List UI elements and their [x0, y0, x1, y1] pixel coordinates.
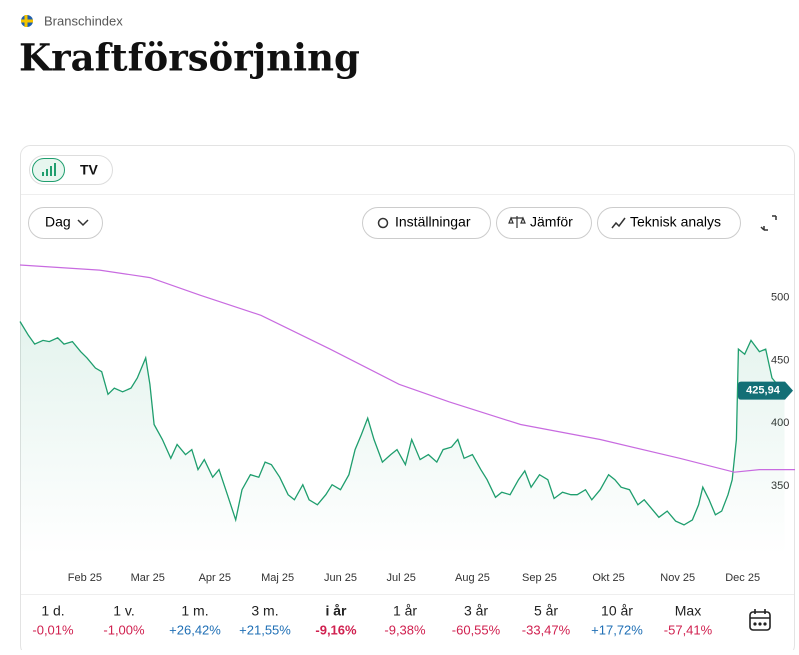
category: Branschindex — [44, 13, 123, 28]
period-label: 3 m. — [251, 603, 278, 619]
current-badge — [738, 381, 793, 400]
line-chart-button[interactable] — [32, 158, 65, 182]
tradingview-icon[interactable]: TV — [80, 162, 99, 178]
x-tick-label: Sep 25 — [522, 572, 557, 584]
y-tick-label: 450 — [771, 354, 789, 366]
period-label: 1 v. — [113, 603, 135, 619]
x-tick-label: Feb 25 — [68, 572, 102, 584]
compare-label: Jämför — [530, 214, 573, 230]
x-tick-label: Jul 25 — [387, 572, 416, 584]
interval-label: Dag — [45, 214, 71, 230]
period-change: -57,41% — [664, 622, 713, 637]
x-tick-label: Apr 25 — [199, 572, 231, 584]
page-title: Kraftförsörjning — [19, 36, 360, 80]
area-fill — [20, 321, 785, 555]
scale-icon — [508, 216, 526, 228]
y-tick-label: 500 — [771, 292, 789, 304]
period-change: -9,38% — [384, 622, 426, 637]
bars-icon — [42, 163, 56, 176]
period-change: -0,01% — [32, 622, 74, 637]
analysis-icon — [611, 217, 626, 229]
period-label: 5 år — [534, 603, 558, 619]
calendar-button[interactable] — [749, 609, 771, 631]
period-change: -60,55% — [452, 622, 501, 637]
settings-label: Inställningar — [395, 214, 471, 230]
fullscreen-button[interactable] — [760, 215, 777, 231]
period-change: -1,00% — [103, 622, 145, 637]
interval-button[interactable] — [28, 207, 103, 239]
chevron — [77, 219, 89, 227]
settings-button[interactable] — [362, 207, 491, 239]
period-label: Max — [675, 603, 701, 619]
current-value: 425,94 — [746, 385, 781, 397]
period-change: +21,55% — [239, 622, 291, 637]
period-label: 3 år — [464, 603, 488, 619]
period-label: 10 år — [601, 603, 633, 619]
period-change: -9,16% — [315, 622, 357, 637]
series-line — [19, 264, 795, 473]
period-change: +26,42% — [169, 622, 221, 637]
compare-button[interactable] — [496, 207, 592, 239]
period-change: +17,72% — [591, 622, 643, 637]
period-label: i år — [325, 603, 347, 619]
period-change: -33,47% — [522, 622, 571, 637]
x-tick-label: Aug 25 — [455, 572, 490, 584]
analysis-label: Teknisk analys — [630, 214, 721, 230]
x-tick-label: Okt 25 — [592, 572, 624, 584]
flag — [21, 15, 33, 27]
x-tick-label: Mar 25 — [131, 572, 165, 584]
series-line — [19, 321, 785, 526]
period-label: 1 år — [393, 603, 417, 619]
period-label: 1 m. — [181, 603, 208, 619]
analysis-button[interactable] — [597, 207, 741, 239]
period-label: 1 d. — [41, 603, 64, 619]
x-tick-label: Maj 25 — [261, 572, 294, 584]
x-tick-label: Jun 25 — [324, 572, 357, 584]
gear-icon — [377, 217, 389, 229]
x-tick-label: Dec 25 — [725, 572, 760, 584]
x-tick-label: Nov 25 — [660, 572, 695, 584]
